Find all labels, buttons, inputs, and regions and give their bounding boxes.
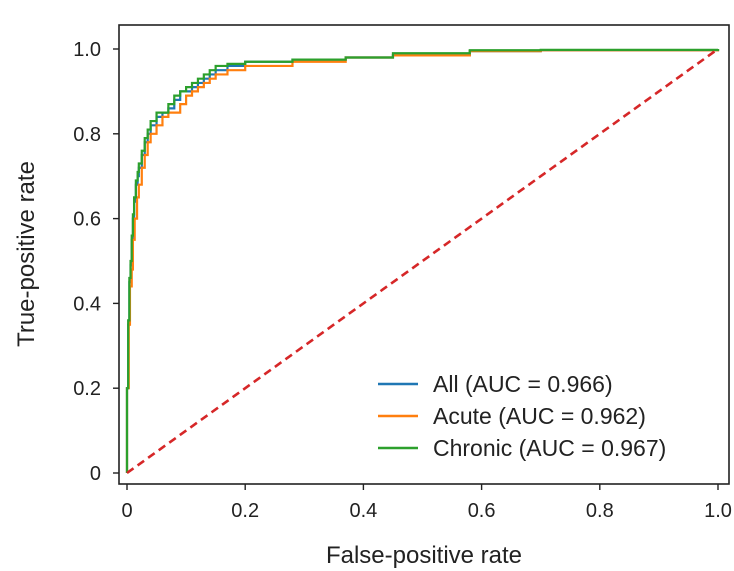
legend: All (AUC = 0.966) Acute (AUC = 0.962) Ch…	[378, 371, 666, 461]
legend-label-acute: Acute (AUC = 0.962)	[433, 403, 646, 429]
x-tick-label: 0.8	[586, 500, 614, 522]
x-axis-label: False-positive rate	[326, 542, 522, 569]
chance-diagonal-line	[126, 47, 719, 475]
y-tick-label: 0.6	[73, 209, 101, 231]
x-tick-label: 0	[121, 500, 132, 522]
roc-curve-chronic	[125, 48, 720, 473]
legend-label-all: All (AUC = 0.966)	[433, 371, 613, 397]
y-tick-label: 0.2	[73, 378, 101, 400]
y-tick-label: 0.8	[73, 124, 101, 146]
x-tick-label: 0.6	[468, 500, 496, 522]
x-tick-label: 0.2	[231, 500, 259, 522]
ticks-layer: 0 0.2 0.4 0.6 0.8 1.0 0 0.2 0.4 0.6 0.8 1.0	[73, 39, 732, 522]
y-axis-label: True-positive rate	[13, 161, 40, 347]
x-tick-label: 1.0	[704, 500, 732, 522]
y-tick-label: 1.0	[73, 39, 101, 61]
y-tick-label: 0.4	[73, 293, 101, 315]
plot-frame	[118, 24, 730, 485]
plot-area: 0 0.2 0.4 0.6 0.8 1.0 0 0.2 0.4 0.6 0.8 1.0	[73, 24, 732, 522]
y-tick-label: 0	[90, 463, 101, 485]
series-layer	[125, 47, 720, 475]
x-tick-label: 0.4	[349, 500, 377, 522]
legend-label-chronic: Chronic (AUC = 0.967)	[433, 435, 666, 461]
